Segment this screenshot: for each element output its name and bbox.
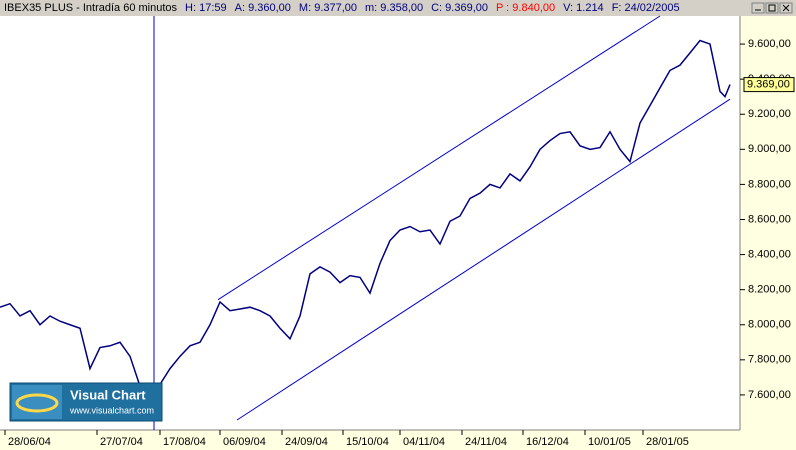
window-buttons [751,2,793,14]
close-icon [782,4,790,12]
x-tick-label: 27/07/04 [100,436,143,448]
header-field: m: 9.358,00 [365,2,423,14]
y-tick-label: 8.400,00 [748,248,791,260]
y-tick-label: 8.000,00 [748,319,791,331]
header-field: M: 9.377,00 [299,2,357,14]
y-tick-label: 9.000,00 [748,143,791,155]
x-tick-label: 06/09/04 [223,436,266,448]
x-tick-label: 24/11/04 [465,436,507,448]
header-bar [0,0,796,16]
x-axis-area [0,430,740,450]
x-tick-label: 28/06/04 [8,436,51,448]
maximize-button[interactable] [765,2,779,14]
header-field: A: 9.360,00 [235,2,291,14]
trendline [236,98,731,421]
x-tick-label: 04/11/04 [403,436,445,448]
y-tick-label: 8.800,00 [748,178,791,190]
y-tick-label: 8.600,00 [748,213,791,225]
maximize-icon [768,4,776,12]
y-tick-label: 9.200,00 [748,108,791,120]
header-field: P : 9.840,00 [496,2,555,14]
x-tick-label: 28/01/05 [646,436,689,448]
minimize-button[interactable] [751,2,765,14]
last-price-label: 9.369,00 [747,78,790,90]
logo-url: www.visualchart.com [69,405,154,415]
logo: Visual Chart www.visualchart.com [9,382,163,422]
x-tick-label: 24/09/04 [285,436,328,448]
y-tick-label: 7.800,00 [748,354,791,366]
last-price-box [743,77,795,93]
y-tick-label: 8.200,00 [748,284,791,296]
price-line [0,39,731,393]
header-field: H: 17:59 [185,2,227,14]
y-tick-label: 9.600,00 [748,38,791,50]
header-field: C: 9.369,00 [431,2,488,14]
trendline [217,15,661,301]
header-field: V: 1.214 [563,2,604,14]
x-tick-label: 16/12/04 [526,436,569,448]
x-tick-label: 15/10/04 [346,436,389,448]
header-field: IBEX35 PLUS - Intradía 60 minutos [4,2,178,14]
x-tick-label: 10/01/05 [588,436,631,448]
plot-area [0,16,740,430]
header-field: F: 24/02/2005 [612,2,680,14]
logo-icon-bg [12,385,62,419]
x-tick-label: 17/08/04 [163,436,206,448]
logo-title: Visual Chart [70,387,146,402]
y-tick-label: 7.600,00 [748,389,791,401]
logo-icon [15,393,59,413]
